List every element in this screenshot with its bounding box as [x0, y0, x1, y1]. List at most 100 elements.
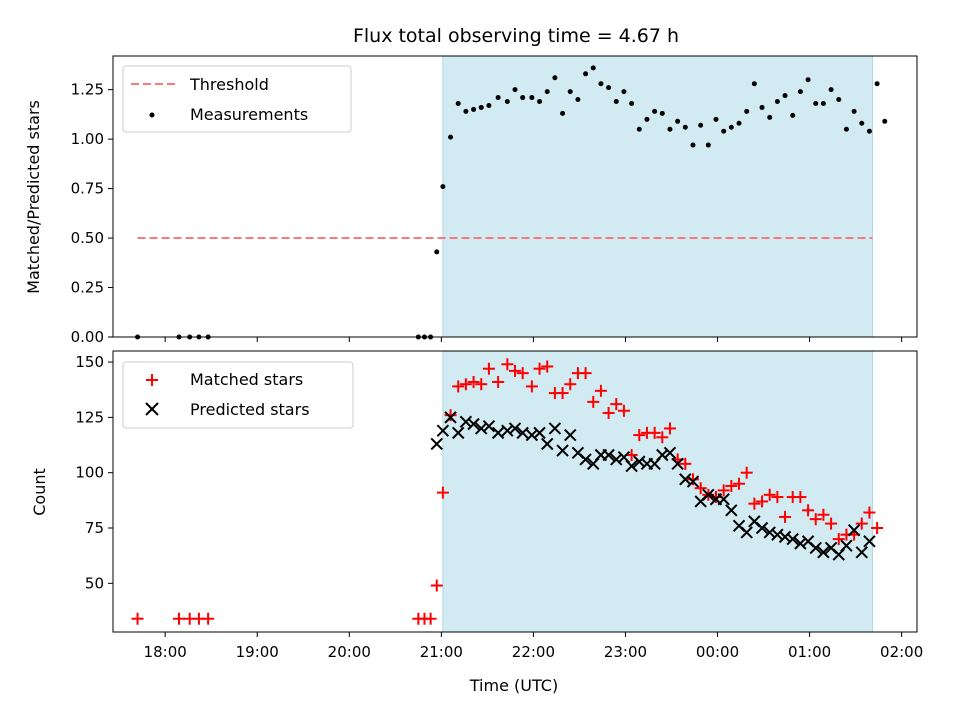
matched-star-point	[871, 522, 884, 535]
matched-star-point	[656, 431, 669, 444]
matched-star-point	[740, 466, 753, 479]
predicted-star-mark-b	[564, 428, 577, 442]
predicted-star-mark-b	[508, 422, 522, 435]
measurement-point	[504, 99, 510, 105]
matched-star-point	[679, 457, 692, 470]
measurement-point	[721, 128, 727, 134]
measurement-point	[448, 134, 454, 140]
matched-star-point	[717, 484, 730, 497]
predicted-star-mark-b	[686, 475, 700, 488]
chart-title: Flux total observing time = 4.67 h	[353, 25, 679, 47]
predicted-star-mark-b	[444, 411, 457, 424]
matched-star-point	[587, 395, 600, 408]
predicted-star-point	[778, 530, 792, 544]
top-y-tick-label: 1.25	[71, 81, 104, 99]
measurement-point	[828, 87, 834, 93]
predicted-star-mark-b	[475, 422, 488, 435]
predicted-star-mark-b	[732, 519, 746, 533]
bottom-y-tick-label: 75	[85, 519, 104, 537]
predicted-star-point	[740, 526, 753, 539]
predicted-star-mark-b	[556, 444, 569, 457]
matched-star-point	[663, 422, 676, 435]
predicted-star-point	[436, 424, 450, 437]
matched-star-point	[794, 491, 807, 504]
predicted-star-mark-b	[847, 524, 861, 537]
x-tick-label: 23:00	[604, 643, 647, 661]
legend-measurements-swatch	[149, 112, 155, 118]
measurement-point	[851, 108, 857, 114]
measurement-point	[713, 116, 719, 122]
measurement-point	[621, 89, 627, 95]
predicted-star-point	[817, 546, 830, 559]
matched-star-point	[492, 375, 505, 388]
predicted-star-mark-b	[794, 537, 807, 550]
x-tick-label: 19:00	[236, 643, 279, 661]
predicted-star-point	[556, 444, 569, 457]
measurement-point	[440, 184, 446, 190]
x-axis-label: Time (UTC)	[469, 676, 558, 695]
bottom-y-tick-label: 50	[85, 574, 104, 592]
x-tick-label: 00:00	[696, 643, 739, 661]
predicted-star-point	[671, 457, 684, 471]
matched-star-point	[430, 579, 443, 592]
predicted-star-mark-b	[809, 541, 822, 555]
predicted-star-mark-b	[671, 457, 684, 471]
measurement-point	[782, 93, 788, 99]
matched-star-point	[556, 387, 569, 400]
matched-star-point	[501, 358, 514, 371]
matched-star-point	[832, 533, 845, 546]
x-tick-label: 02:00	[880, 643, 923, 661]
top-axes-frame	[112, 55, 918, 338]
matched-star-point	[467, 375, 480, 388]
matched-star-point	[131, 612, 144, 625]
predicted-star-point	[525, 428, 539, 442]
predicted-star-mark-b	[602, 448, 615, 462]
measurement-point	[520, 95, 526, 101]
predicted-star-point	[679, 473, 692, 486]
matched-star-point	[756, 495, 769, 508]
measurement-point	[667, 126, 673, 132]
predicted-star-mark-b	[786, 532, 799, 546]
bottom-x-ticks: 18:00 19:00 20:00 21:00 22:00 23:00 00:00 01:00…	[144, 632, 923, 661]
predicted-star-point	[786, 532, 799, 546]
matched-star-point	[452, 380, 465, 393]
matched-star-point	[763, 488, 776, 501]
x-tick-label: 21:00	[420, 643, 463, 661]
predicted-star-mark-b	[817, 546, 830, 559]
predicted-star-mark-b	[755, 521, 769, 535]
top-x-ticks	[164, 337, 903, 342]
bottom-shaded-span	[442, 350, 874, 633]
predicted-star-point	[633, 455, 646, 468]
top-panel: Flux total observing time = 4.67 h 0.000…	[24, 25, 918, 346]
measurement-point	[512, 87, 518, 93]
predicted-star-mark-b	[533, 426, 546, 440]
predicted-star-mark-b	[740, 526, 753, 539]
measurement-point	[813, 100, 819, 106]
predicted-star-mark-b	[548, 422, 562, 435]
predicted-star-mark-b	[617, 450, 631, 464]
measurement-point	[537, 99, 543, 105]
matched-star-point	[625, 448, 638, 461]
predicted-star-mark-b	[436, 424, 450, 437]
predicted-star-point	[548, 422, 562, 435]
top-y-tick-label: 0.25	[71, 279, 104, 297]
predicted-star-mark-b	[748, 515, 761, 528]
predicted-star-point	[840, 539, 853, 552]
legend-matched-label: Matched stars	[190, 370, 303, 389]
matched-star-point	[771, 491, 784, 504]
predicted-star-point	[579, 453, 592, 466]
predicted-star-point	[467, 417, 480, 431]
predicted-star-mark-b	[824, 541, 838, 555]
predicted-star-mark-b	[663, 446, 677, 459]
measurement-point	[636, 126, 642, 132]
predicted-star-mark-b	[725, 504, 738, 517]
legend-threshold-label: Threshold	[189, 75, 269, 94]
matched-star-point	[725, 479, 738, 492]
predicted-star-mark-b	[571, 446, 585, 459]
matched-star-point	[482, 362, 495, 375]
predicted-star-mark-b	[491, 426, 505, 440]
matched-star-point	[610, 398, 623, 411]
measurement-point	[805, 77, 811, 83]
predicted-star-point	[702, 488, 715, 502]
measurement-point	[820, 100, 826, 106]
